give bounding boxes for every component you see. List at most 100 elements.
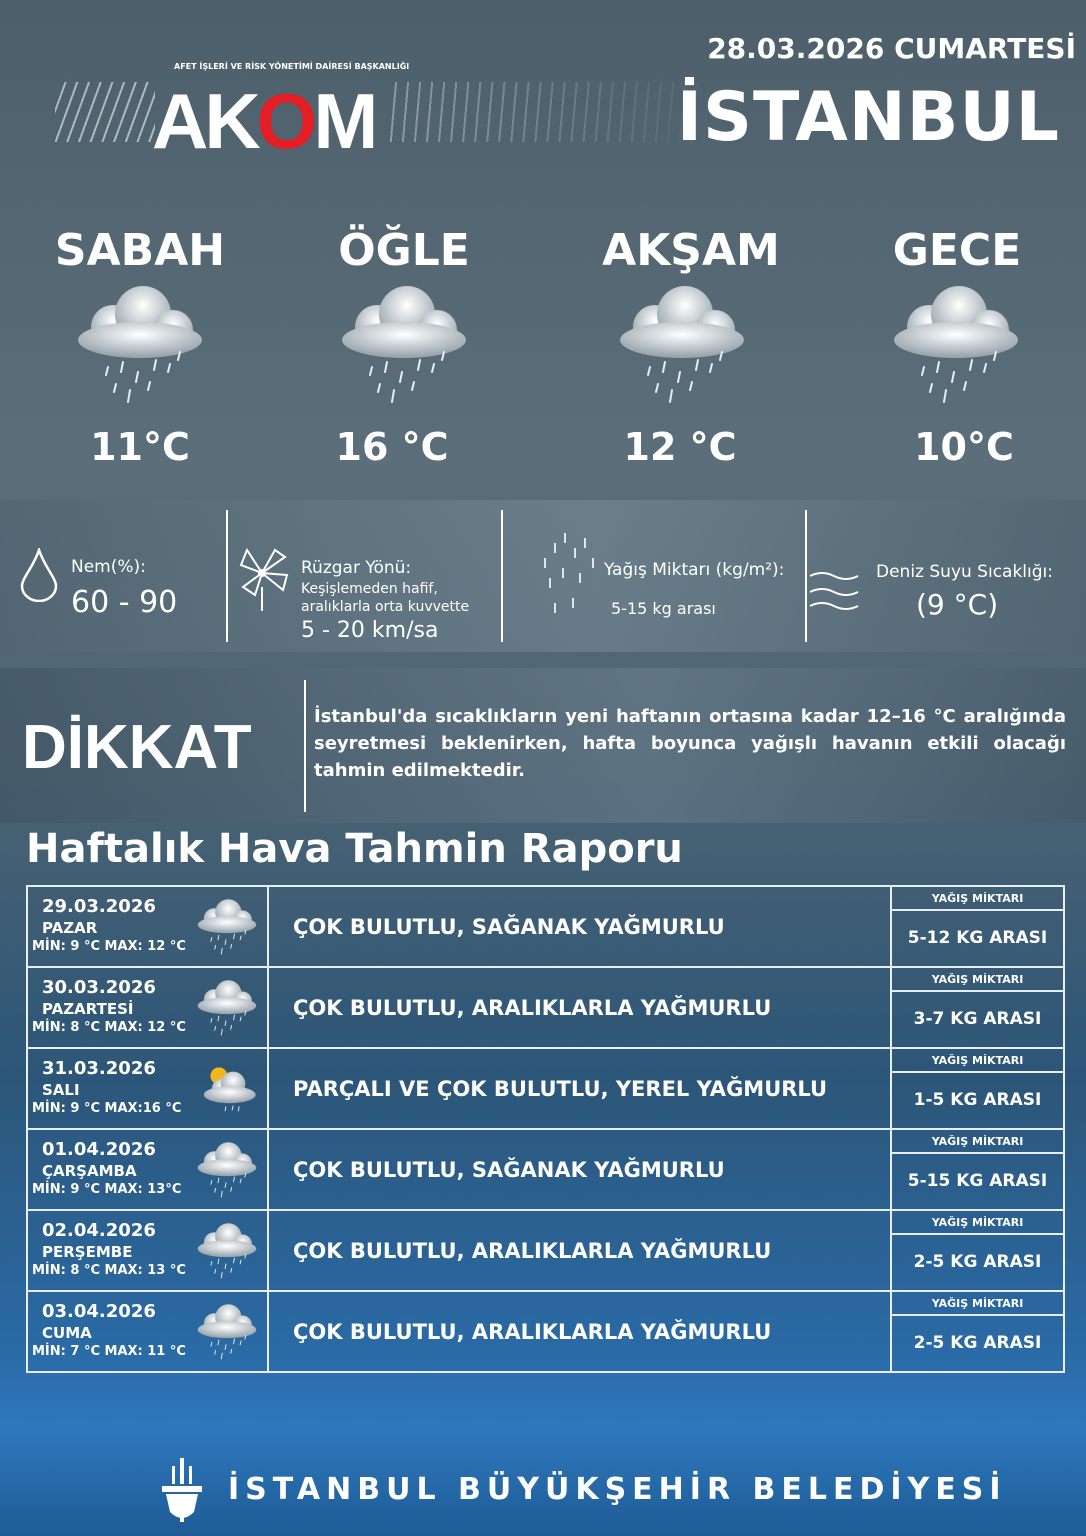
temp-sabah: 11°C — [90, 425, 190, 469]
table-row: 01.04.2026 ÇARŞAMBA MİN: 9 °C MAX: 13°C … — [26, 1128, 1065, 1211]
date: 28.03.2026 CUMARTESİ — [707, 32, 1076, 65]
amount-value: 2-5 KG ARASI — [913, 1252, 1042, 1272]
cloud-rain-icon — [610, 282, 750, 412]
divider — [226, 510, 228, 642]
day-cell: 31.03.2026 SALI MİN: 9 °C MAX:16 °C — [26, 1047, 269, 1130]
cloud-rain-icon — [884, 282, 1024, 412]
divider — [805, 510, 807, 642]
amount-value: 5-12 KG ARASI — [907, 928, 1048, 948]
warning-title: DİKKAT — [22, 713, 252, 782]
cloud-rain-icon — [193, 976, 259, 1042]
rain-drops-icon — [544, 533, 594, 613]
temp-ogle: 16 °C — [335, 425, 449, 469]
water-drop-icon — [20, 548, 58, 602]
info-bar — [0, 500, 1086, 652]
cloud-rain-icon — [68, 282, 208, 412]
logo-stripes — [385, 82, 725, 142]
table-row: 31.03.2026 SALI MİN: 9 °C MAX:16 °C PARÇ… — [26, 1047, 1065, 1130]
waves-icon — [809, 572, 859, 610]
day-cell: 02.04.2026 PERŞEMBE MİN: 8 °C MAX: 13 °C — [26, 1209, 269, 1292]
ibb-logo-icon — [162, 1458, 202, 1522]
amount-cell: YAĞIŞ MİKTARI 2-5 KG ARASI — [890, 1209, 1065, 1292]
temp-gece: 10°C — [914, 425, 1014, 469]
period-gece: GECE — [892, 225, 1022, 276]
forecast-day: PAZAR — [42, 918, 98, 937]
rain-value: 5-15 kg arası — [611, 599, 716, 618]
forecast-day: ÇARŞAMBA — [42, 1161, 137, 1180]
amount-cell: YAĞIŞ MİKTARI 3-7 KG ARASI — [890, 966, 1065, 1049]
forecast-day: PERŞEMBE — [42, 1242, 133, 1261]
day-cell: 01.04.2026 ÇARŞAMBA MİN: 9 °C MAX: 13°C — [26, 1128, 269, 1211]
forecast-minmax: MİN: 8 °C MAX: 12 °C — [32, 1019, 186, 1035]
amount-cell: YAĞIŞ MİKTARI 5-15 KG ARASI — [890, 1128, 1065, 1211]
forecast-date: 01.04.2026 — [42, 1138, 156, 1160]
table-row: 02.04.2026 PERŞEMBE MİN: 8 °C MAX: 13 °C… — [26, 1209, 1065, 1292]
period-aksam: AKŞAM — [602, 225, 780, 276]
period-sabah: SABAH — [54, 225, 226, 276]
forecast-date: 29.03.2026 — [42, 895, 156, 917]
amount-value: 1-5 KG ARASI — [913, 1090, 1042, 1110]
amount-header: YAĞIŞ MİKTARI — [892, 1292, 1063, 1316]
cloud-rain-icon — [193, 1219, 259, 1285]
forecast-minmax: MİN: 9 °C MAX: 13°C — [32, 1181, 182, 1197]
weekly-forecast-table: 29.03.2026 PAZAR MİN: 9 °C MAX: 12 °C ÇO… — [26, 885, 1065, 1373]
akom-logo: AKOM — [152, 77, 378, 165]
humidity-value: 60 - 90 — [71, 585, 178, 620]
amount-cell: YAĞIŞ MİKTARI 2-5 KG ARASI — [890, 1290, 1065, 1373]
wind-desc-1: Keşişlemeden hafif, — [301, 581, 438, 597]
divider — [304, 680, 306, 812]
forecast-description: ÇOK BULUTLU, ARALIKLARLA YAĞMURLU — [267, 1290, 892, 1373]
amount-header: YAĞIŞ MİKTARI — [892, 1049, 1063, 1073]
forecast-description: ÇOK BULUTLU, ARALIKLARLA YAĞMURLU — [267, 966, 892, 1049]
day-cell: 29.03.2026 PAZAR MİN: 9 °C MAX: 12 °C — [26, 885, 269, 968]
amount-header: YAĞIŞ MİKTARI — [892, 1211, 1063, 1235]
sea-temp-label: Deniz Suyu Sıcaklığı: — [876, 562, 1053, 582]
forecast-minmax: MİN: 7 °C MAX: 11 °C — [32, 1343, 186, 1359]
cloud-rain-icon — [193, 1300, 259, 1366]
warning-panel — [0, 668, 1086, 823]
pinwheel-icon — [239, 547, 289, 611]
amount-value: 3-7 KG ARASI — [913, 1009, 1042, 1029]
logo-stripes — [55, 82, 155, 142]
forecast-day: CUMA — [42, 1323, 92, 1342]
table-row: 30.03.2026 PAZARTESİ MİN: 8 °C MAX: 12 °… — [26, 966, 1065, 1049]
rain-label: Yağış Miktarı (kg/m²): — [604, 560, 785, 580]
wind-value: 5 - 20 km/sa — [301, 618, 439, 643]
humidity-label: Nem(%): — [71, 557, 146, 577]
forecast-date: 03.04.2026 — [42, 1300, 156, 1322]
day-cell: 03.04.2026 CUMA MİN: 7 °C MAX: 11 °C — [26, 1290, 269, 1373]
logo-subtitle: AFET İŞLERİ VE RİSK YÖNETİMİ DAİRESİ BAŞ… — [174, 62, 410, 71]
amount-value: 5-15 KG ARASI — [907, 1171, 1048, 1191]
sea-temp-value: (9 °C) — [916, 588, 999, 621]
forecast-date: 30.03.2026 — [42, 976, 156, 998]
amount-cell: YAĞIŞ MİKTARI 1-5 KG ARASI — [890, 1047, 1065, 1130]
amount-cell: YAĞIŞ MİKTARI 5-12 KG ARASI — [890, 885, 1065, 968]
forecast-date: 02.04.2026 — [42, 1219, 156, 1241]
forecast-description: PARÇALI VE ÇOK BULUTLU, YEREL YAĞMURLU — [267, 1047, 892, 1130]
period-ogle: ÖĞLE — [338, 225, 470, 276]
day-cell: 30.03.2026 PAZARTESİ MİN: 8 °C MAX: 12 °… — [26, 966, 269, 1049]
cloud-rain-icon — [193, 895, 259, 961]
amount-header: YAĞIŞ MİKTARI — [892, 968, 1063, 992]
wind-desc-2: aralıklarla orta kuvvette — [301, 599, 470, 615]
warning-text: İstanbul'da sıcaklıkların yeni haftanın … — [314, 706, 1066, 781]
forecast-description: ÇOK BULUTLU, SAĞANAK YAĞMURLU — [267, 885, 892, 968]
forecast-day: PAZARTESİ — [42, 999, 134, 1018]
table-row: 03.04.2026 CUMA MİN: 7 °C MAX: 11 °C ÇOK… — [26, 1290, 1065, 1373]
forecast-minmax: MİN: 8 °C MAX: 13 °C — [32, 1262, 186, 1278]
forecast-date: 31.03.2026 — [42, 1057, 156, 1079]
wind-label: Rüzgar Yönü: — [301, 558, 412, 578]
forecast-description: ÇOK BULUTLU, ARALIKLARLA YAĞMURLU — [267, 1209, 892, 1292]
city-title: İSTANBUL — [676, 78, 1060, 157]
footer-ibb: İSTANBUL BÜYÜKŞEHİR BELEDİYESİ — [228, 1472, 1007, 1507]
amount-header: YAĞIŞ MİKTARI — [892, 1130, 1063, 1154]
cloud-rain-icon — [332, 282, 472, 412]
divider — [501, 510, 503, 642]
amount-header: YAĞIŞ MİKTARI — [892, 887, 1063, 911]
weekly-title: Haftalık Hava Tahmin Raporu — [26, 826, 683, 872]
cloud-rain-icon — [193, 1138, 259, 1204]
forecast-minmax: MİN: 9 °C MAX: 12 °C — [32, 938, 186, 954]
table-row: 29.03.2026 PAZAR MİN: 9 °C MAX: 12 °C ÇO… — [26, 885, 1065, 968]
temp-aksam: 12 °C — [623, 425, 737, 469]
forecast-description: ÇOK BULUTLU, SAĞANAK YAĞMURLU — [267, 1128, 892, 1211]
